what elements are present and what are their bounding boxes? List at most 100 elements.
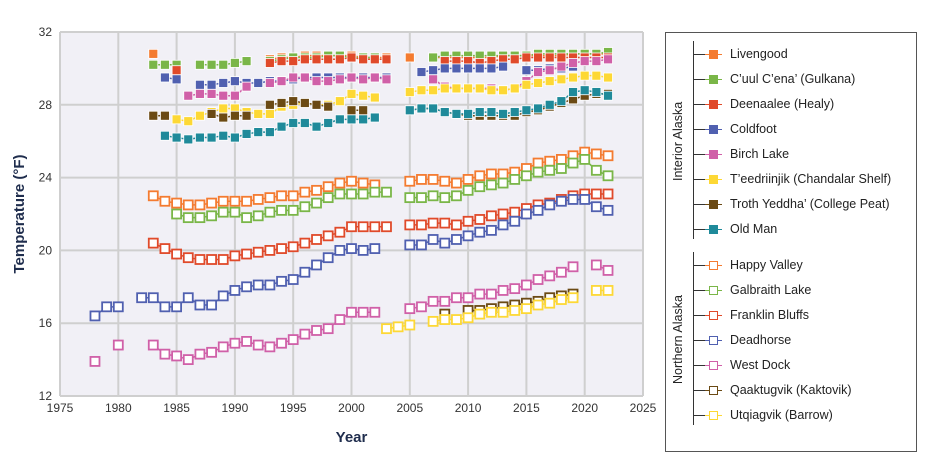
data-point	[241, 195, 252, 207]
data-point	[486, 306, 497, 318]
data-point	[521, 105, 532, 116]
data-point	[288, 56, 299, 67]
data-point	[498, 61, 508, 72]
legend-item: Coldfoot	[693, 120, 777, 138]
data-point	[334, 226, 346, 238]
data-point	[229, 90, 240, 101]
data-point	[462, 174, 474, 185]
data-point	[218, 78, 229, 88]
data-point	[439, 314, 451, 325]
y-tick-label: 32	[39, 25, 53, 39]
data-point	[264, 279, 276, 291]
legend-item: Birch Lake	[693, 145, 789, 163]
data-point	[509, 215, 521, 227]
data-point	[323, 101, 334, 112]
legend: Interior Alaska Livengood C’uul C’ena’ (Gu…	[665, 32, 917, 452]
data-point	[357, 244, 369, 256]
data-point	[590, 259, 602, 271]
x-tick-label: 1990	[222, 401, 249, 415]
legend-marker	[705, 360, 722, 370]
data-point	[404, 87, 415, 97]
data-point	[346, 221, 357, 233]
legend-label: Troth Yeddha’ (College Peat)	[730, 197, 890, 211]
data-point	[357, 306, 369, 318]
data-point	[486, 168, 497, 180]
data-point	[567, 194, 579, 205]
data-point	[590, 285, 602, 296]
x-tick-label: 2020	[571, 401, 598, 415]
x-tick-label: 2010	[455, 401, 482, 415]
data-point	[579, 153, 591, 165]
data-point	[474, 288, 486, 300]
data-point	[112, 339, 124, 351]
data-point	[497, 285, 509, 296]
data-point	[416, 103, 427, 114]
data-point	[521, 65, 532, 76]
data-point	[486, 288, 497, 300]
data-point	[229, 110, 240, 121]
data-point	[334, 96, 345, 107]
data-point	[182, 354, 194, 366]
data-point	[381, 186, 392, 198]
data-point	[486, 85, 497, 96]
data-point	[148, 110, 159, 121]
data-point	[392, 321, 404, 333]
data-point	[509, 54, 520, 65]
data-point	[334, 54, 345, 65]
data-point	[521, 208, 532, 220]
tick-labels: 1975 1980 1985 1990 1995 2000 2005 2010 2015 2020…	[39, 25, 657, 415]
legend-bracket	[693, 252, 694, 425]
data-point	[229, 206, 241, 218]
data-point	[474, 63, 485, 74]
data-point	[404, 105, 415, 116]
legend-square	[709, 385, 718, 395]
data-point	[462, 184, 474, 196]
legend-tick	[693, 103, 705, 105]
data-point	[532, 274, 544, 285]
data-point	[555, 294, 567, 305]
x-tick-label: 1995	[280, 401, 307, 415]
data-point	[311, 76, 322, 87]
data-point	[603, 54, 613, 65]
data-point	[171, 248, 183, 260]
data-point	[136, 292, 148, 304]
data-point	[159, 348, 171, 360]
data-point	[451, 177, 462, 189]
legend-item: Franklin Bluffs	[693, 306, 809, 324]
legend-marker	[705, 74, 722, 84]
data-point	[264, 127, 275, 137]
data-point	[159, 243, 171, 254]
data-point	[89, 310, 101, 322]
data-point	[532, 157, 544, 169]
data-point	[311, 259, 322, 271]
data-point	[206, 88, 217, 99]
legend-item: C’uul C’ena’ (Gulkana)	[693, 70, 855, 88]
data-point	[497, 177, 509, 189]
data-point	[509, 206, 521, 218]
data-point	[241, 129, 252, 139]
data-point	[311, 325, 322, 336]
data-point	[160, 110, 170, 121]
data-point	[334, 177, 346, 189]
data-point	[427, 190, 439, 202]
data-point	[299, 186, 311, 198]
data-point	[555, 153, 567, 165]
data-point	[509, 174, 521, 185]
temperature-chart: 1975 1980 1985 1990 1995 2000 2005 2010 2015 2020…	[11, 25, 657, 446]
data-point	[486, 224, 497, 236]
data-point	[533, 103, 543, 114]
data-point	[252, 339, 264, 351]
data-point	[299, 72, 310, 83]
data-point	[299, 54, 310, 65]
data-point	[241, 248, 252, 260]
data-point	[521, 303, 532, 315]
data-point	[195, 88, 205, 99]
data-point	[451, 190, 462, 202]
legend-tick	[693, 153, 705, 155]
data-point	[474, 214, 486, 225]
data-point	[148, 48, 159, 59]
data-point	[509, 305, 521, 316]
data-point	[322, 230, 334, 242]
data-point	[556, 61, 567, 72]
data-point	[311, 121, 322, 132]
